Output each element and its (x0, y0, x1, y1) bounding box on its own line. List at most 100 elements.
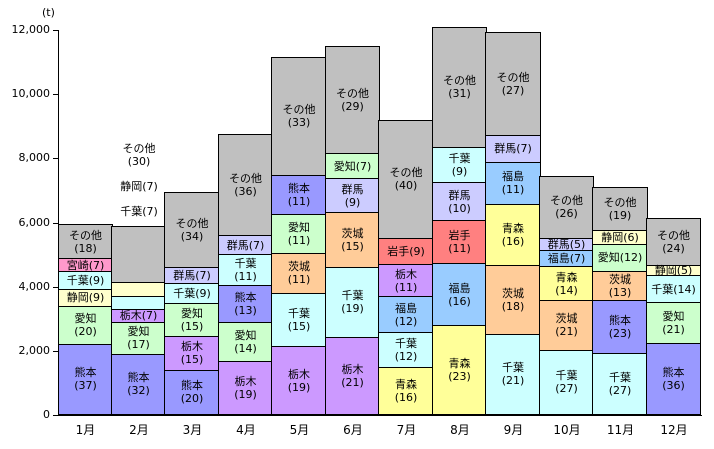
segment-label: 千葉 (27) (608, 370, 632, 397)
segment-5月-千葉: 千葉 (15) (272, 292, 326, 347)
x-axis-label-2月: 2月 (129, 423, 149, 437)
segment-7月-青森: 青森 (16) (379, 366, 433, 414)
segment-label: 千葉 (27) (555, 369, 578, 396)
segment-3月-その他: その他 (34) (165, 192, 219, 268)
segment-label: 福島 (12) (394, 301, 418, 328)
segment-6月-その他: その他 (29) (326, 46, 379, 153)
segment-label: 熊本 (36) (662, 366, 685, 393)
x-axis-label-3月: 3月 (182, 423, 203, 437)
segment-3月-栃木: 栃木 (15) (165, 336, 219, 370)
segment-1月-静岡: 静岡(9) (59, 288, 112, 306)
x-axis-label-1月: 1月 (75, 423, 96, 437)
y-axis-tick-label: 8,000 (18, 151, 51, 164)
segment-label: 栃木(7) (119, 309, 158, 323)
segment-label: その他 (24) (657, 229, 690, 256)
segment-label: 千葉 (19) (341, 289, 364, 316)
segment-label: 群馬 (10) (448, 188, 471, 215)
segment-label: 千葉(9) (173, 286, 211, 300)
outside-labels-2月: その他 (30) 静岡(7) 千葉(7) (112, 142, 166, 218)
segment-8月-岩手: 岩手 (11) (433, 220, 486, 264)
segment-1月-千葉: 千葉(9) (59, 271, 112, 289)
segment-11月-愛知: 愛知(12) (593, 243, 647, 271)
segment-5月-熊本: 熊本 (11) (272, 174, 326, 215)
outside-segment-label-その他: その他 (30) (122, 142, 156, 168)
segment-11月-茨城: 茨城 (13) (593, 270, 647, 301)
segment-12月-熊本: 熊本 (36) (647, 343, 700, 414)
segment-label: その他 (26) (550, 194, 583, 221)
y-axis-tick-label: 6,000 (18, 216, 51, 229)
segment-label: 愛知 (15) (180, 307, 204, 334)
segment-label: 茨城 (11) (287, 260, 311, 287)
segment-label: その他 (19) (603, 196, 637, 223)
segment-11月-静岡: 静岡(6) (593, 230, 647, 244)
segment-4月-群馬: 群馬(7) (219, 234, 272, 255)
y-axis-tick (53, 351, 59, 352)
segment-1月-その他: その他 (18) (59, 224, 112, 259)
segment-label: 青森 (16) (394, 377, 418, 404)
bar-3月: その他 (34) 群馬(7) 千葉(9) 愛知 (15) 栃木 (15) 熊本 (20) (164, 192, 220, 415)
segment-3月-千葉: 千葉(9) (165, 283, 219, 303)
segment-4月-愛知: 愛知 (14) (219, 321, 272, 361)
bar-7月: その他 (40) 岩手(9) 栃木 (11) 福島 (12) 千葉 (12) 青森 (16) (378, 120, 434, 415)
segment-label: その他 (34) (175, 217, 209, 244)
segment-6月-愛知: 愛知(7) (326, 152, 379, 179)
segment-2月-その他 (112, 226, 165, 283)
segment-7月-千葉: 千葉 (12) (379, 331, 433, 367)
segment-label: 栃木 (11) (394, 267, 418, 294)
segment-label: 愛知 (17) (127, 325, 150, 352)
segment-5月-茨城: 茨城 (11) (272, 253, 326, 293)
segment-8月-千葉: 千葉 (9) (433, 146, 486, 182)
segment-label: 愛知 (20) (74, 312, 97, 339)
y-axis-tick (53, 223, 59, 224)
segment-label: 福島 (16) (448, 281, 471, 308)
segment-1月-宮崎: 宮崎(7) (59, 258, 112, 272)
segment-8月-群馬: 群馬 (10) (433, 181, 486, 221)
segment-label: 千葉 (21) (501, 361, 525, 388)
segment-label: その他 (27) (496, 71, 530, 98)
bar-2月: 栃木(7) 愛知 (17) 熊本 (32) (111, 226, 166, 415)
segment-2月-栃木: 栃木(7) (112, 308, 165, 323)
bar-4月: その他 (36) 群馬(7) 千葉 (11) 熊本 (13) 愛知 (14) 栃木 (19) (218, 134, 273, 415)
segment-5月-愛知: 愛知 (11) (272, 214, 326, 254)
segment-9月-福島: 福島 (11) (486, 161, 540, 204)
segment-3月-熊本: 熊本 (20) (165, 369, 219, 414)
x-axis-label-9月: 9月 (503, 423, 524, 437)
segment-label: 栃木 (19) (234, 374, 257, 401)
segment-4月-栃木: 栃木 (19) (219, 360, 272, 414)
x-axis-label-5月: 5月 (289, 423, 310, 437)
segment-9月-その他: その他 (27) (486, 32, 540, 136)
segment-label: 群馬(7) (494, 142, 532, 156)
x-axis-label-6月: 6月 (343, 423, 363, 437)
segment-3月-愛知: 愛知 (15) (165, 302, 219, 337)
segment-label: 群馬(7) (173, 269, 211, 283)
segment-10月-福島: 福島(7) (540, 249, 593, 267)
segment-label: 宮崎(7) (66, 258, 105, 272)
x-axis-label-4月: 4月 (236, 423, 256, 437)
x-axis-label-10月: 10月 (553, 423, 581, 437)
outside-segment-label-千葉: 千葉(7) (120, 205, 158, 218)
segment-12月-愛知: 愛知 (21) (647, 302, 700, 344)
segment-label: 群馬 (9) (341, 182, 364, 209)
segment-label: 千葉 (12) (394, 336, 418, 363)
y-axis-tick-label: 4,000 (18, 280, 51, 293)
segment-6月-栃木: 栃木 (21) (326, 336, 379, 414)
segment-label: 愛知 (21) (662, 310, 685, 337)
y-axis-unit-label: (t) (42, 6, 55, 19)
segment-7月-岩手: 岩手(9) (379, 237, 433, 265)
segment-2月-愛知: 愛知 (17) (112, 321, 165, 354)
segment-label: 熊本 (23) (608, 314, 632, 341)
segment-label: 栃木 (15) (180, 340, 204, 367)
y-axis-tick (53, 94, 59, 95)
segment-5月-その他: その他 (33) (272, 57, 326, 175)
segment-label: 茨城 (18) (501, 286, 525, 313)
segment-label: 千葉(14) (651, 282, 696, 296)
segment-label: 青森 (23) (448, 356, 471, 383)
segment-4月-その他: その他 (36) (219, 134, 272, 235)
segment-3月-群馬: 群馬(7) (165, 267, 219, 283)
segment-label: 福島 (11) (501, 170, 525, 197)
segment-label: その他 (36) (229, 171, 262, 198)
segment-label: 愛知 (11) (287, 221, 311, 248)
bar-9月: その他 (27) 群馬(7) 福島 (11) 青森 (16) 茨城 (18) 千葉 (21) (485, 32, 541, 415)
segment-9月-千葉: 千葉 (21) (486, 333, 540, 414)
